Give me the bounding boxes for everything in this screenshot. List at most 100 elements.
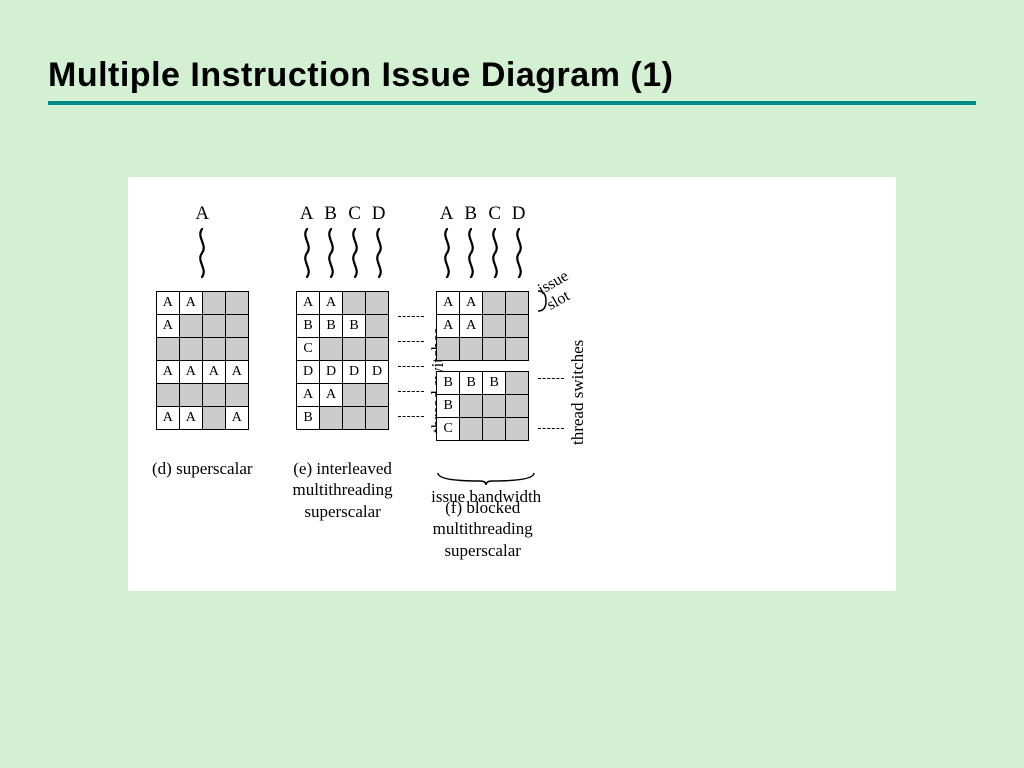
grid-cell: [506, 338, 529, 361]
grid-cell: D: [343, 361, 366, 384]
grid-cell: [506, 315, 529, 338]
grid-cell: A: [225, 407, 248, 430]
grid-cell: [179, 315, 202, 338]
issue-grid: AAAA BBBBC: [436, 291, 529, 441]
grid-cell: [202, 384, 225, 407]
grid-cell: B: [437, 372, 460, 395]
grid-cell: [460, 395, 483, 418]
panel-d: AAAAAAAAAAA(d) superscalar: [152, 203, 253, 561]
grid-cell: [202, 315, 225, 338]
grid-cell: [320, 407, 343, 430]
thread-label: B: [462, 203, 480, 225]
thread-label: D: [370, 203, 388, 225]
grid-cell: B: [460, 372, 483, 395]
title-rule: [48, 101, 976, 105]
grid-cell: [506, 292, 529, 315]
grid-cell: B: [297, 315, 320, 338]
thread-switches-label: thread switches: [568, 299, 588, 445]
grid-cell: A: [320, 292, 343, 315]
grid-cell: [156, 384, 179, 407]
grid-cell: A: [437, 315, 460, 338]
grid-cell: [460, 418, 483, 441]
grid-cell: [202, 407, 225, 430]
thread-label: C: [346, 203, 364, 225]
grid-cell: A: [297, 292, 320, 315]
issue-bandwidth-label: issue bandwidth: [418, 471, 554, 507]
grid-cell: [179, 384, 202, 407]
grid-cell: C: [437, 418, 460, 441]
grid-cell: [225, 292, 248, 315]
thread-label: D: [510, 203, 528, 225]
grid-cell: [225, 315, 248, 338]
panels-row: AAAAAAAAAAA(d) superscalarABCDAABBBCDDDD…: [152, 203, 872, 561]
grid-cell: [366, 292, 389, 315]
grid-cell: B: [297, 407, 320, 430]
grid-cell: [483, 315, 506, 338]
grid-cell: B: [343, 315, 366, 338]
grid-cell: [320, 338, 343, 361]
grid-cell: [366, 384, 389, 407]
thread-labels: ABCD: [298, 203, 388, 225]
grid-cell: A: [320, 384, 343, 407]
grid-cell: B: [483, 372, 506, 395]
grid-cell: [483, 395, 506, 418]
thread-label: A: [298, 203, 316, 225]
panel-e: ABCDAABBBCDDDDAABthread switches(e) inte…: [293, 203, 393, 561]
panel-caption: (e) interleavedmultithreadingsuperscalar: [293, 458, 393, 522]
grid-cell: A: [202, 361, 225, 384]
grid-cell: [506, 372, 529, 395]
wavy-threads-icon: [193, 227, 211, 281]
grid-cell: [343, 407, 366, 430]
thread-label: A: [193, 203, 211, 225]
grid-cell: A: [225, 361, 248, 384]
grid-cell: [343, 384, 366, 407]
thread-label: C: [486, 203, 504, 225]
thread-labels: A: [193, 203, 211, 225]
title-block: Multiple Instruction Issue Diagram (1): [0, 0, 1024, 105]
grid-cell: A: [156, 407, 179, 430]
grid-cell: A: [460, 315, 483, 338]
grid-cell: A: [179, 292, 202, 315]
slide-title: Multiple Instruction Issue Diagram (1): [48, 56, 976, 95]
grid-cell: [366, 407, 389, 430]
issue-grid: AAAAAAAAAA: [156, 291, 249, 430]
grid-cell: [437, 338, 460, 361]
grid-cell: A: [156, 292, 179, 315]
grid-cell: [483, 418, 506, 441]
grid-cell: A: [156, 361, 179, 384]
grid-cell: B: [320, 315, 343, 338]
panel-caption: (d) superscalar: [152, 458, 253, 479]
figure-area: AAAAAAAAAAA(d) superscalarABCDAABBBCDDDD…: [128, 177, 896, 591]
panel-f: ABCDAAAABBBBCthread switchesissue slotis…: [433, 203, 533, 561]
grid-cell: A: [460, 292, 483, 315]
grid-cell: [483, 292, 506, 315]
thread-label: A: [438, 203, 456, 225]
issue-grid: AABBBCDDDDAAB: [296, 291, 389, 430]
wavy-threads-icon: [438, 227, 528, 281]
grid-cell: [366, 338, 389, 361]
grid-cell: [179, 338, 202, 361]
grid-cell: [483, 338, 506, 361]
grid-cell: [343, 292, 366, 315]
grid-cell: B: [437, 395, 460, 418]
thread-labels: ABCD: [438, 203, 528, 225]
grid-cell: [156, 338, 179, 361]
grid-cell: A: [437, 292, 460, 315]
grid-cell: D: [297, 361, 320, 384]
grid-cell: [202, 338, 225, 361]
grid-cell: D: [320, 361, 343, 384]
wavy-threads-icon: [298, 227, 388, 281]
grid-cell: [202, 292, 225, 315]
grid-cell: [506, 418, 529, 441]
grid-cell: [343, 338, 366, 361]
grid-cell: [506, 395, 529, 418]
grid-cell: [225, 384, 248, 407]
grid-cell: D: [366, 361, 389, 384]
grid-cell: [225, 338, 248, 361]
grid-cell: A: [156, 315, 179, 338]
grid-cell: A: [297, 384, 320, 407]
grid-cell: C: [297, 338, 320, 361]
thread-label: B: [322, 203, 340, 225]
grid-cell: [366, 315, 389, 338]
grid-cell: A: [179, 361, 202, 384]
